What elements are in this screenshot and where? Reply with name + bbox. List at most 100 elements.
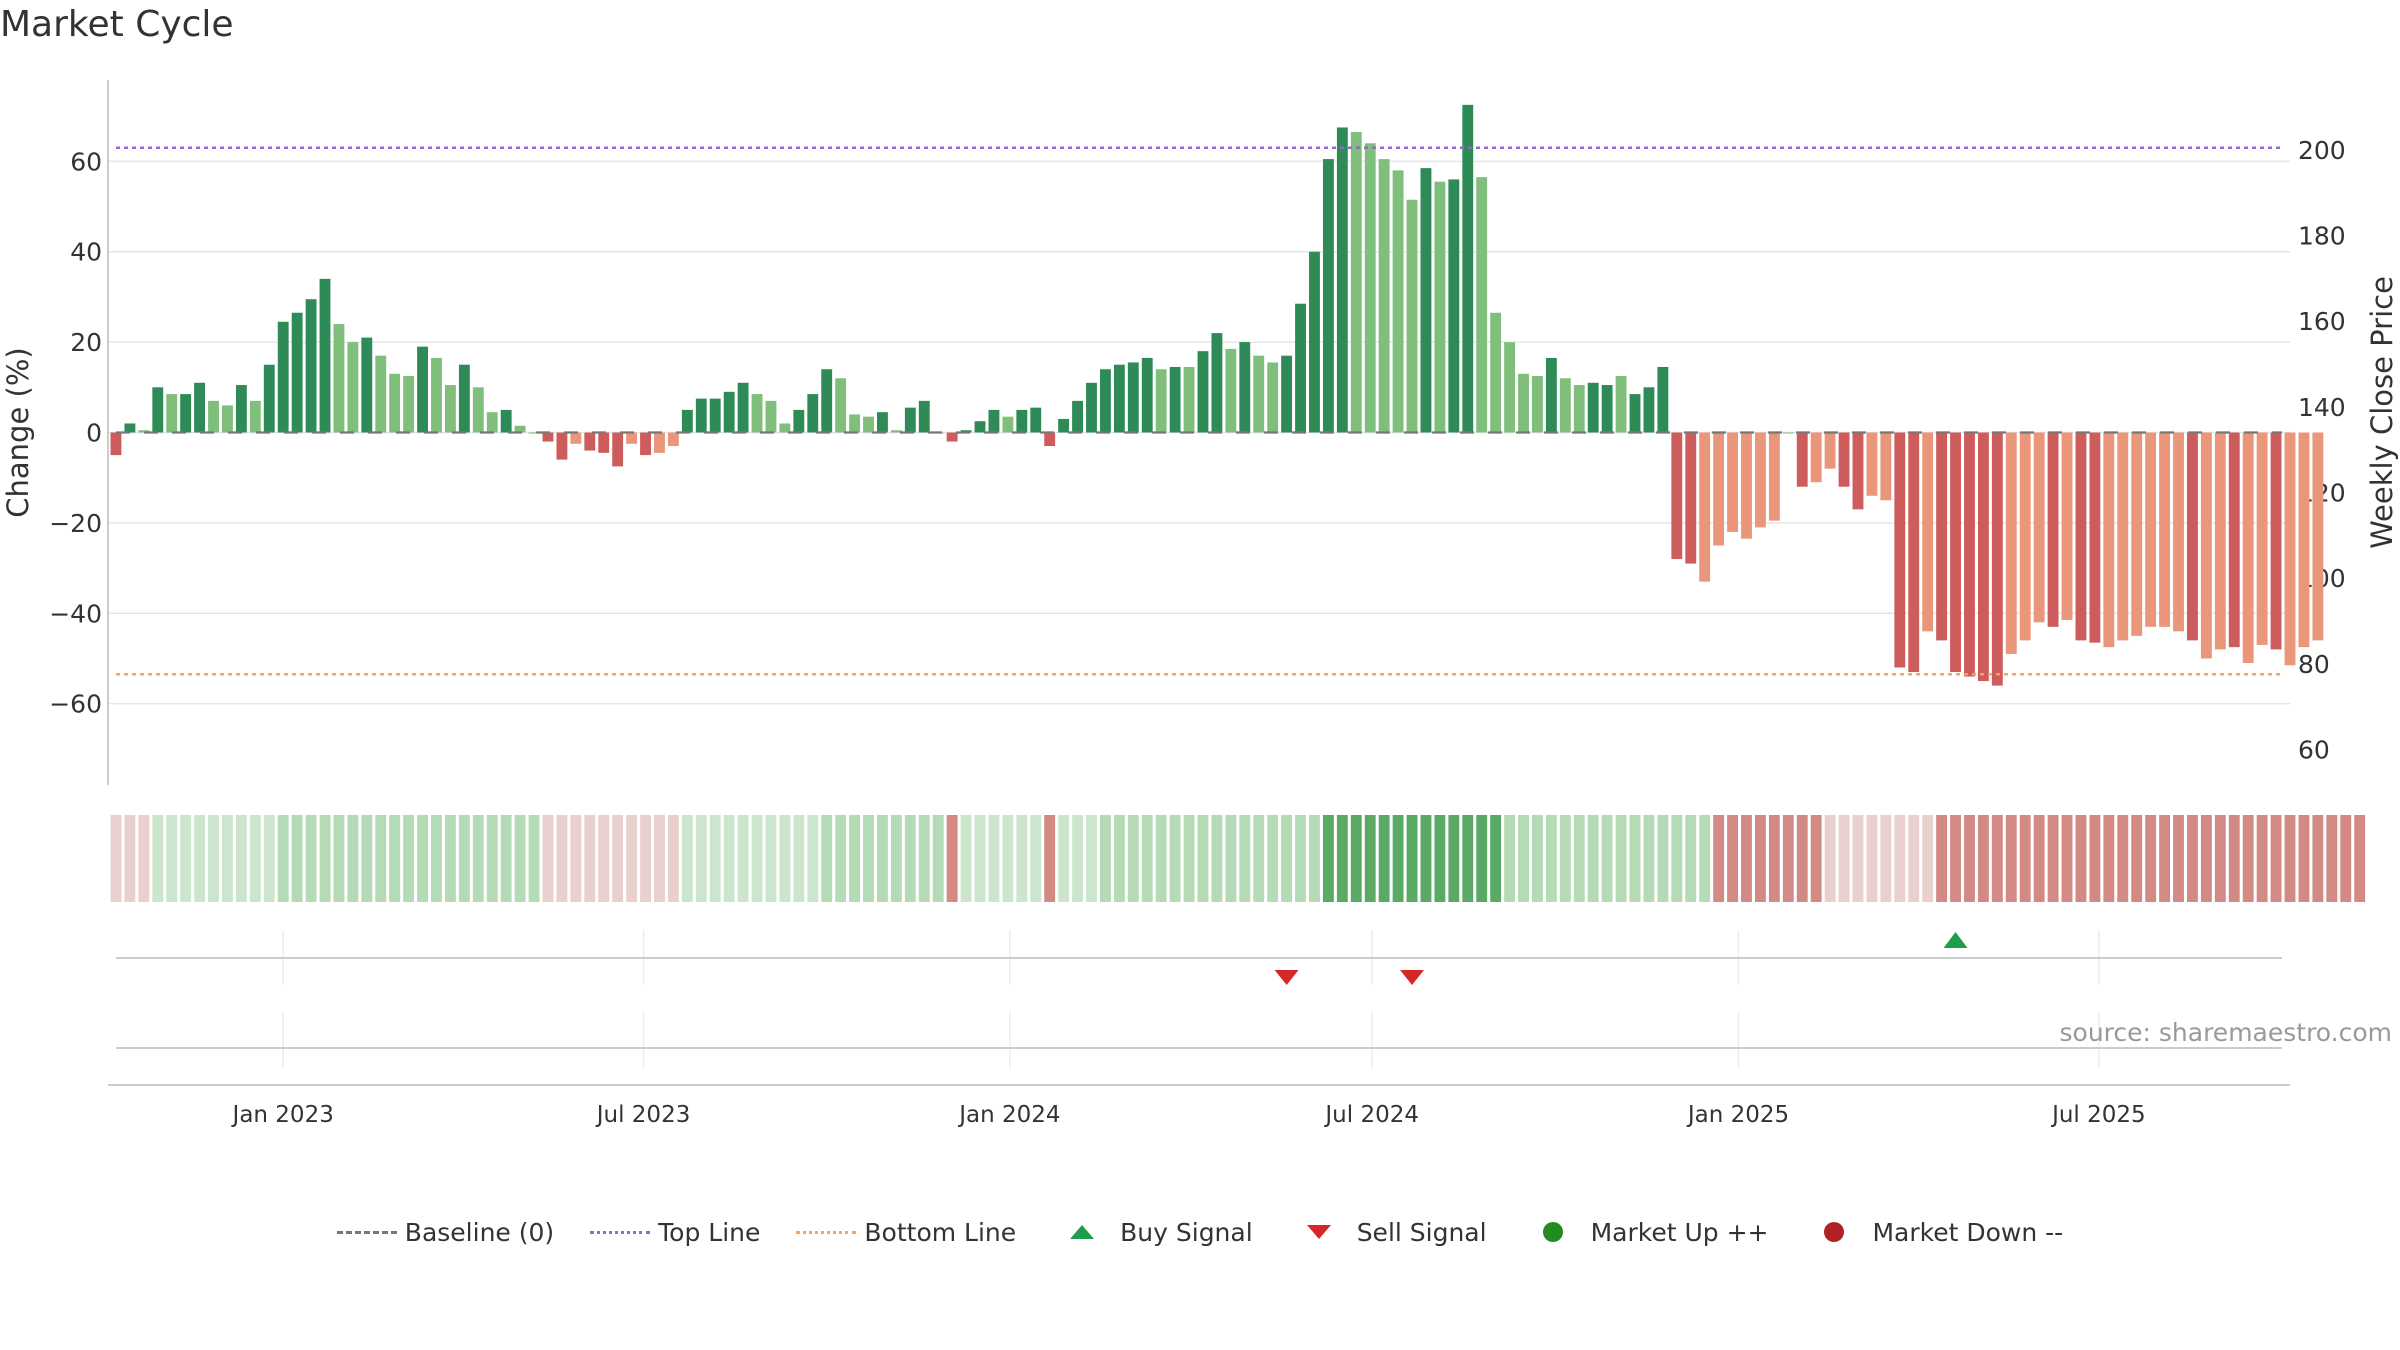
data-bar — [2200, 432, 2212, 659]
regime-band — [472, 815, 484, 902]
data-bar — [2270, 432, 2282, 650]
data-bar — [1267, 362, 1279, 433]
regime-band — [222, 815, 233, 902]
regime-band — [1810, 815, 1822, 902]
data-bar — [1044, 432, 1056, 447]
regime-band — [2159, 815, 2171, 902]
y2-axis-title: Weekly Close Price — [2365, 276, 2399, 549]
data-bar — [779, 423, 791, 433]
regime-band — [1072, 815, 1083, 902]
regime-band — [667, 815, 679, 902]
data-bar — [1016, 409, 1028, 433]
data-bar — [1099, 369, 1111, 433]
regime-band — [389, 815, 401, 902]
data-bar — [431, 357, 442, 433]
regime-band — [723, 815, 735, 902]
data-bar — [1434, 181, 1446, 433]
regime-band — [1183, 815, 1195, 902]
data-bar — [835, 378, 847, 433]
regime-band — [1629, 815, 1641, 902]
dot-legend-symbol — [590, 1217, 651, 1247]
data-bar — [2159, 432, 2171, 627]
data-bar — [2145, 432, 2157, 627]
data-bar — [1657, 366, 1669, 433]
regime-band — [305, 815, 317, 902]
regime-band — [1643, 815, 1655, 902]
data-bar — [2214, 432, 2226, 650]
y-axis-title: Change (%) — [1, 347, 35, 517]
regime-band — [2005, 815, 2017, 902]
data-bar — [1448, 179, 1460, 433]
data-bar — [2312, 432, 2324, 641]
dot-legend-symbol — [796, 1217, 857, 1247]
data-bar — [1406, 199, 1418, 433]
regime-band — [2284, 815, 2296, 902]
regime-band — [403, 815, 415, 902]
regime-band — [235, 815, 247, 902]
legend-label: Buy Signal — [1120, 1217, 1253, 1247]
data-bar — [235, 385, 247, 433]
data-bar — [1002, 416, 1014, 433]
regime-band — [556, 815, 568, 902]
x-tick-label: Jul 2024 — [1323, 1102, 1419, 1128]
regime-band — [1615, 815, 1627, 902]
data-bar — [403, 376, 415, 433]
data-bar — [918, 400, 930, 433]
regime-band — [890, 815, 902, 902]
regime-band — [821, 815, 833, 902]
regime-band — [1211, 815, 1223, 902]
data-bar — [1699, 432, 1711, 582]
y2-tick-label: 60 — [2298, 735, 2330, 764]
data-bar — [863, 416, 874, 433]
regime-band — [1309, 815, 1320, 902]
regime-band — [1601, 815, 1613, 902]
data-bar — [1350, 131, 1362, 433]
legend-label: Baseline (0) — [404, 1217, 555, 1247]
regime-band — [1671, 815, 1683, 902]
data-bar — [444, 385, 456, 433]
data-bar — [1880, 432, 1892, 501]
regime-band — [904, 815, 916, 902]
data-bar — [1824, 432, 1836, 469]
data-bar — [1141, 357, 1153, 433]
data-bar — [598, 432, 610, 453]
regime-band — [1044, 815, 1056, 902]
data-bar — [2256, 432, 2268, 645]
regime-band — [263, 815, 275, 902]
y2-tick-label: 140 — [2298, 393, 2346, 422]
triangle-up-legend-symbol — [1052, 1217, 1112, 1247]
regime-band — [1504, 815, 1516, 902]
regime-band — [1016, 815, 1028, 902]
regime-band — [1713, 815, 1725, 902]
regime-band — [458, 815, 470, 902]
data-bar — [1950, 432, 1961, 673]
regime-band — [2354, 815, 2366, 902]
regime-band — [1936, 815, 1948, 902]
regime-band — [166, 815, 178, 902]
data-bar — [417, 346, 428, 433]
data-bar — [946, 432, 958, 442]
data-bar — [737, 382, 749, 433]
regime-band — [514, 815, 526, 902]
data-bar — [765, 400, 777, 433]
data-bar — [1977, 432, 1989, 682]
regime-band — [2200, 815, 2212, 902]
data-bar — [2298, 432, 2310, 648]
regime-band — [2019, 815, 2031, 902]
regime-band — [612, 815, 624, 902]
data-bar — [305, 299, 317, 433]
regime-band — [932, 815, 944, 902]
data-bar — [570, 432, 582, 444]
legend-label: Top Line — [658, 1217, 761, 1247]
data-bar — [500, 409, 512, 433]
data-bar — [1281, 355, 1293, 433]
chart-legend: Baseline (0) Top Line Bottom Line Buy Signa… — [0, 1212, 2400, 1252]
data-bar — [2005, 432, 2017, 654]
regime-band — [2187, 815, 2198, 902]
data-bar — [640, 432, 651, 456]
regime-band — [1559, 815, 1571, 902]
regime-band — [626, 815, 638, 902]
regime-band — [1573, 815, 1585, 902]
legend-item: Market Up ++ — [1523, 1217, 1768, 1247]
data-bar — [556, 432, 568, 460]
